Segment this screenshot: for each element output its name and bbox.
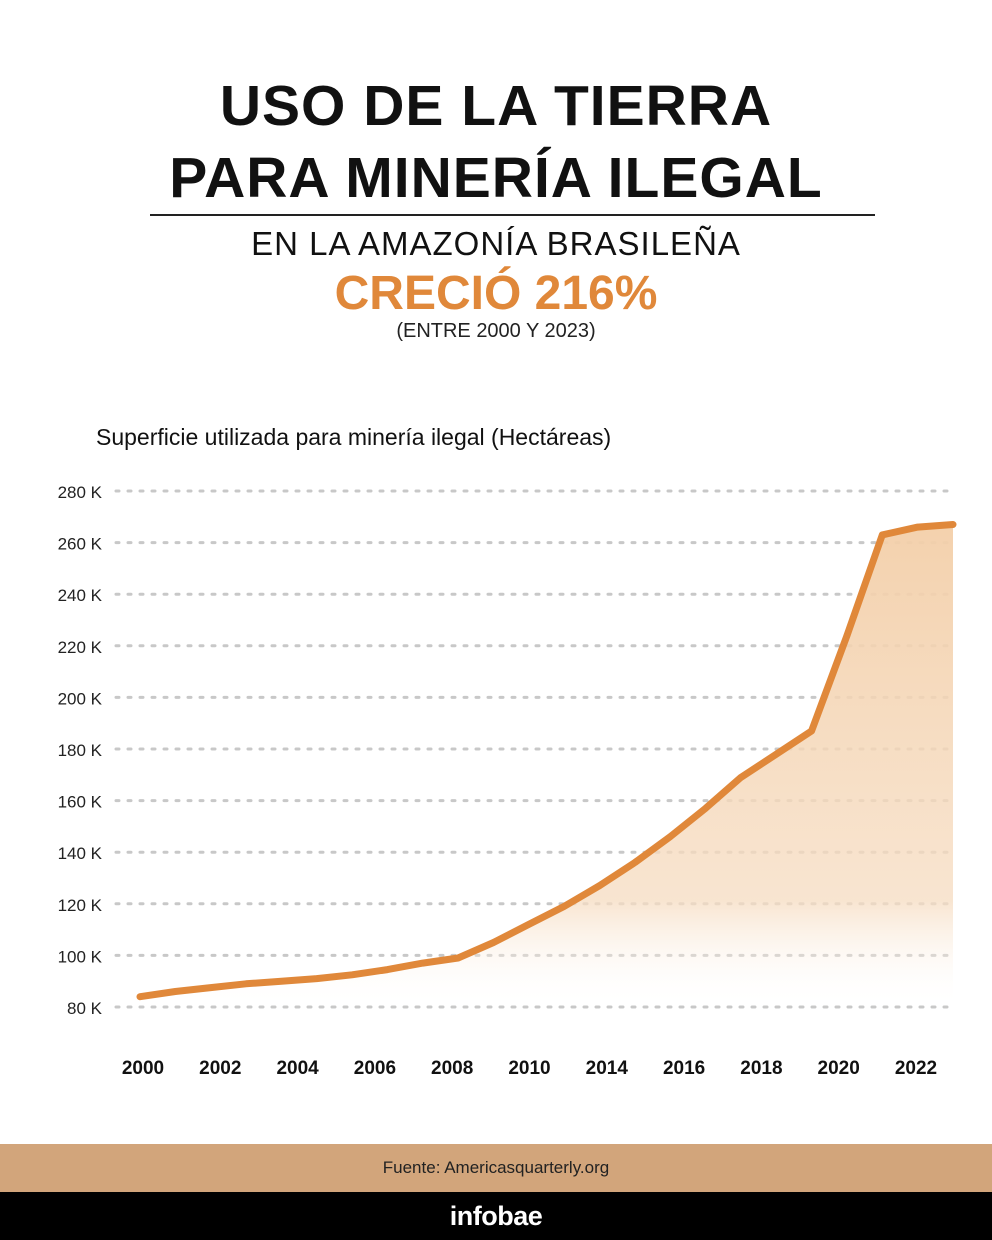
data-point-2019 bbox=[808, 727, 815, 735]
data-point-2022 bbox=[914, 523, 921, 531]
data-point-2017 bbox=[737, 774, 745, 781]
x-tick-label: 2010 bbox=[508, 1058, 550, 1079]
data-point-2009 bbox=[454, 954, 462, 962]
x-tick-label: 2022 bbox=[895, 1058, 937, 1079]
data-point-2002 bbox=[207, 984, 214, 991]
source-text: Fuente: Americasquarterly.org bbox=[382, 1158, 610, 1177]
data-points bbox=[136, 521, 957, 1000]
data-point-2018 bbox=[773, 750, 780, 758]
chart-title: Superficie utilizada para minería ilegal… bbox=[96, 424, 612, 450]
title-line-1: USO DE LA TIERRA bbox=[219, 74, 773, 138]
x-tick-label: 2004 bbox=[276, 1058, 319, 1079]
y-tick-label: 220 K bbox=[58, 638, 103, 657]
series-line bbox=[136, 521, 957, 1001]
y-tick-label: 240 K bbox=[58, 586, 103, 605]
y-tick-label: 140 K bbox=[58, 844, 103, 863]
x-tick-label: 2002 bbox=[199, 1058, 241, 1079]
x-tick-label: 2008 bbox=[431, 1058, 473, 1079]
y-tick-label: 80 K bbox=[67, 999, 103, 1018]
title-line-2: PARA MINERÍA ILEGAL bbox=[169, 146, 823, 210]
data-point-2000 bbox=[136, 993, 144, 1000]
source-band: Fuente: Americasquarterly.org bbox=[0, 1144, 992, 1192]
x-tick-label: 2020 bbox=[818, 1058, 860, 1079]
y-tick-label: 160 K bbox=[58, 793, 103, 812]
y-tick-label: 120 K bbox=[58, 896, 103, 915]
infobae-logo: infobae bbox=[0, 1192, 992, 1240]
data-point-2021 bbox=[879, 531, 886, 539]
data-point-2001 bbox=[172, 988, 179, 995]
data-point-2012 bbox=[560, 903, 568, 910]
period-note: (ENTRE 2000 Y 2023) bbox=[396, 320, 596, 342]
data-point-2005 bbox=[313, 975, 320, 982]
y-axis-labels: 80 K 100 K 120 K 140 K 160 K 180 K 200 K 220 K 2… bbox=[58, 483, 103, 1018]
y-tick-label: 100 K bbox=[58, 947, 103, 966]
page-title: USO DE LA TIERRA PARA MINERÍA ILEGAL bbox=[0, 70, 992, 214]
x-tick-label: 2018 bbox=[740, 1058, 782, 1079]
x-tick-label: 2016 bbox=[663, 1058, 705, 1079]
data-point-2015 bbox=[667, 833, 674, 840]
data-point-2011 bbox=[525, 921, 533, 928]
data-point-2008 bbox=[419, 959, 426, 967]
data-point-2023 bbox=[949, 521, 957, 528]
subtitle: EN LA AMAZONÍA BRASILEÑA bbox=[251, 225, 741, 262]
x-tick-label: 2014 bbox=[586, 1058, 629, 1079]
data-point-2006 bbox=[348, 971, 356, 978]
data-point-2016 bbox=[702, 805, 709, 812]
x-axis-labels: 2000 2002 2004 2006 2008 2010 2014 2016 2018 2020… bbox=[122, 1058, 937, 1079]
data-point-2013 bbox=[596, 882, 603, 889]
data-point-2004 bbox=[278, 978, 285, 985]
data-point-2020 bbox=[843, 632, 851, 639]
y-tick-label: 200 K bbox=[58, 689, 103, 708]
growth-highlight: CRECIÓ 216% bbox=[334, 267, 658, 320]
logo-text: infobae bbox=[449, 1200, 543, 1231]
title-divider bbox=[150, 214, 875, 216]
data-point-2003 bbox=[242, 980, 250, 987]
y-tick-label: 180 K bbox=[58, 741, 103, 760]
area-fill bbox=[140, 524, 953, 1007]
y-tick-label: 260 K bbox=[58, 535, 103, 554]
area-chart: 80 K 100 K 120 K 140 K 160 K 180 K 200 K 220 K 2… bbox=[58, 483, 957, 1079]
data-point-2007 bbox=[384, 966, 391, 973]
x-tick-label: 2000 bbox=[122, 1058, 164, 1079]
x-tick-label: 2006 bbox=[354, 1058, 396, 1079]
data-point-2014 bbox=[631, 859, 639, 866]
y-tick-label: 280 K bbox=[58, 483, 103, 502]
data-point-2010 bbox=[490, 939, 497, 946]
